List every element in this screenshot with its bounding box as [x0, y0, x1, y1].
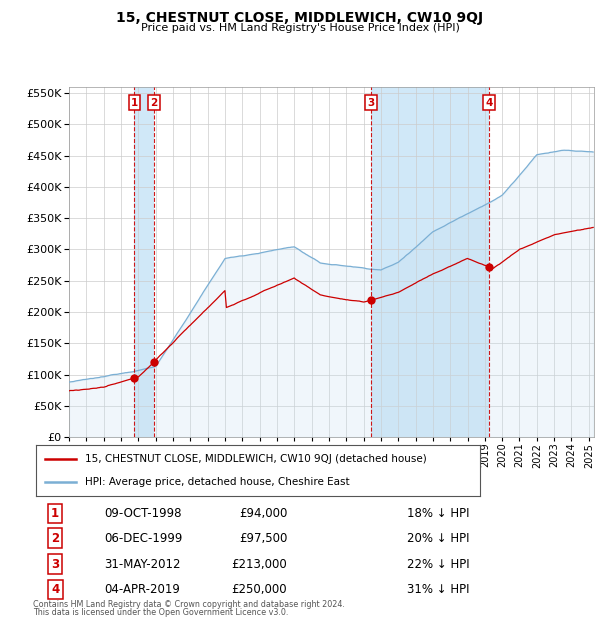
Text: Price paid vs. HM Land Registry's House Price Index (HPI): Price paid vs. HM Land Registry's House …: [140, 23, 460, 33]
Text: 15, CHESTNUT CLOSE, MIDDLEWICH, CW10 9QJ (detached house): 15, CHESTNUT CLOSE, MIDDLEWICH, CW10 9QJ…: [85, 454, 427, 464]
Text: 3: 3: [367, 97, 374, 107]
Text: 18% ↓ HPI: 18% ↓ HPI: [407, 507, 470, 520]
Text: £97,500: £97,500: [239, 531, 287, 544]
Bar: [371, 87, 489, 437]
Text: £94,000: £94,000: [239, 507, 287, 520]
Text: 3: 3: [51, 557, 59, 570]
Text: £213,000: £213,000: [232, 557, 287, 570]
Text: £250,000: £250,000: [232, 583, 287, 596]
Text: 2: 2: [51, 531, 59, 544]
Text: 31% ↓ HPI: 31% ↓ HPI: [407, 583, 470, 596]
Text: 1: 1: [131, 97, 138, 107]
Text: This data is licensed under the Open Government Licence v3.0.: This data is licensed under the Open Gov…: [33, 608, 289, 617]
Bar: [134, 87, 154, 437]
Text: 31-MAY-2012: 31-MAY-2012: [104, 557, 181, 570]
Text: 15, CHESTNUT CLOSE, MIDDLEWICH, CW10 9QJ: 15, CHESTNUT CLOSE, MIDDLEWICH, CW10 9QJ: [116, 11, 484, 25]
Text: 22% ↓ HPI: 22% ↓ HPI: [407, 557, 470, 570]
Text: 4: 4: [51, 583, 59, 596]
Text: HPI: Average price, detached house, Cheshire East: HPI: Average price, detached house, Ches…: [85, 477, 349, 487]
Text: 2: 2: [151, 97, 158, 107]
Text: 4: 4: [485, 97, 493, 107]
Text: 04-APR-2019: 04-APR-2019: [104, 583, 180, 596]
Text: 09-OCT-1998: 09-OCT-1998: [104, 507, 182, 520]
Text: 1: 1: [51, 507, 59, 520]
Text: 06-DEC-1999: 06-DEC-1999: [104, 531, 182, 544]
Text: Contains HM Land Registry data © Crown copyright and database right 2024.: Contains HM Land Registry data © Crown c…: [33, 600, 345, 609]
Text: 20% ↓ HPI: 20% ↓ HPI: [407, 531, 470, 544]
